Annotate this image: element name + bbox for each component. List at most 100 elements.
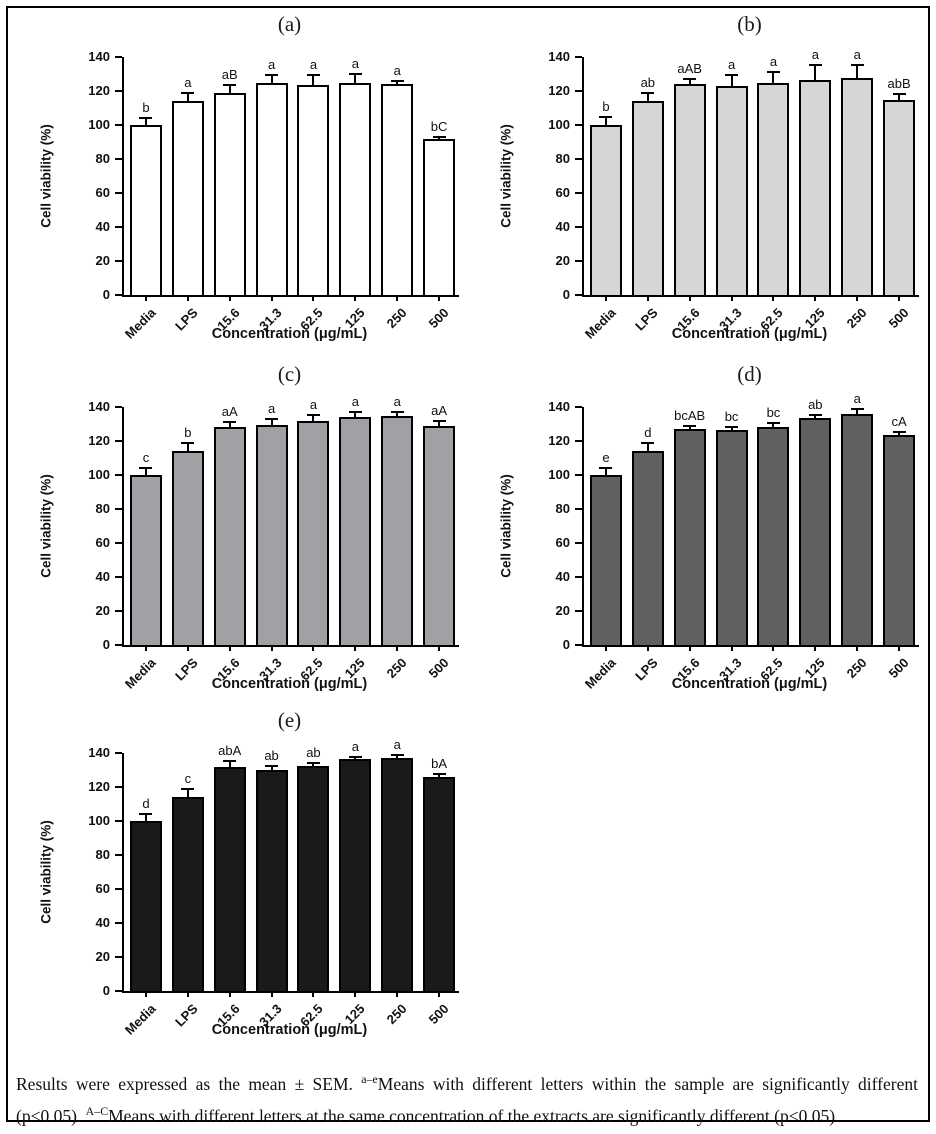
y-tick-label: 140	[88, 399, 110, 414]
x-tick-mark	[228, 991, 231, 997]
x-tick-mark	[646, 645, 649, 651]
x-tick-mark	[856, 645, 859, 651]
x-axis-label: Concentration (μg/mL)	[671, 676, 828, 692]
significance-letter: b	[184, 424, 192, 440]
error-bar-stem	[438, 422, 441, 427]
y-tick-label: 120	[88, 779, 110, 794]
x-tick-mark	[228, 295, 231, 301]
error-bar-stem	[312, 75, 315, 87]
y-tick-label: 40	[95, 219, 110, 234]
x-tick-mark	[772, 645, 775, 651]
error-bar-cap	[139, 813, 153, 816]
bar	[757, 83, 790, 295]
significance-letter: a	[351, 739, 359, 755]
y-tick-label: 120	[548, 83, 570, 98]
significance-letter: aAB	[677, 60, 702, 76]
significance-letter: aA	[431, 403, 448, 419]
significance-letter: abA	[218, 743, 242, 759]
y-tick-mark	[575, 644, 582, 646]
y-tick-label: 80	[555, 151, 570, 166]
y-tick-mark	[115, 752, 122, 754]
error-bar-cap	[181, 441, 195, 444]
x-tick-mark	[438, 645, 441, 651]
error-bar-cap	[850, 63, 864, 66]
bar	[423, 425, 456, 645]
y-tick-mark	[115, 786, 122, 788]
error-bar-stem	[772, 424, 775, 428]
error-bar-stem	[396, 412, 399, 417]
y-tick-label: 40	[95, 569, 110, 584]
x-tick-mark	[730, 295, 733, 301]
y-tick-mark	[575, 158, 582, 160]
x-tick-mark	[396, 645, 399, 651]
y-tick-mark	[575, 474, 582, 476]
error-bar-cap	[139, 117, 153, 120]
y-tick-mark	[115, 474, 122, 476]
error-bar-stem	[312, 416, 315, 422]
y-tick-label: 80	[555, 501, 570, 516]
y-tick-label: 100	[548, 117, 570, 132]
error-bar-stem	[688, 79, 691, 86]
caption-text: Means with different letters within the …	[16, 1073, 918, 1126]
x-axis-label: Concentration (μg/mL)	[211, 676, 368, 692]
error-bar-cap	[390, 79, 404, 82]
plot-area-b: 0 20 40 60 80 100 120 140 b Media ab LPS aAB 15.6 a 31.…	[548, 47, 919, 342]
y-tick-label: 20	[555, 603, 570, 618]
x-tick-mark	[438, 295, 441, 301]
bar	[213, 92, 246, 295]
y-tick-label: 0	[562, 637, 570, 652]
x-tick-mark	[688, 295, 691, 301]
y-tick-label: 140	[548, 49, 570, 64]
significance-letter: ab	[306, 745, 321, 761]
bar	[673, 84, 706, 295]
significance-letter: b	[602, 99, 610, 115]
y-tick-mark	[575, 294, 582, 296]
error-bar-cap	[892, 93, 906, 96]
caption-text: Means with different letters at the same…	[108, 1105, 840, 1126]
y-axis-label: Cell viability (%)	[38, 124, 54, 228]
error-bar-stem	[186, 443, 189, 453]
y-tick-label: 100	[88, 117, 110, 132]
error-bar-stem	[354, 74, 357, 84]
y-tick-mark	[115, 888, 122, 890]
significance-letter: a	[184, 74, 192, 90]
bar	[715, 85, 748, 295]
y-tick-label: 0	[102, 983, 110, 998]
error-bar-stem	[228, 762, 231, 768]
panel-title-d: (d)	[737, 362, 762, 386]
y-axis-label: Cell viability (%)	[38, 474, 54, 578]
y-tick-label: 40	[555, 569, 570, 584]
x-tick-mark	[186, 991, 189, 997]
significance-letter: a	[393, 737, 401, 753]
y-tick-label: 80	[95, 501, 110, 516]
significance-letter: a	[811, 47, 819, 63]
bar	[297, 765, 330, 991]
significance-letter: bA	[431, 756, 448, 772]
error-bar-cap	[348, 410, 362, 413]
x-tick-mark	[438, 991, 441, 997]
x-tick-mark	[312, 991, 315, 997]
plot-area-e: 0 20 40 60 80 100 120 140 d Media c LPS abA 15.6 ab 31.…	[88, 738, 459, 1038]
significance-letter: bC	[430, 118, 448, 134]
y-tick-label: 80	[95, 847, 110, 862]
error-bar-cap	[306, 73, 320, 76]
y-tick-mark	[115, 610, 122, 612]
bar	[841, 413, 874, 645]
significance-letter: a	[267, 400, 276, 416]
error-bar-cap	[725, 73, 739, 76]
error-bar-stem	[270, 75, 273, 85]
y-tick-label: 20	[95, 253, 110, 268]
error-bar-stem	[186, 789, 189, 799]
error-bar-stem	[270, 767, 273, 771]
y-tick-mark	[115, 820, 122, 822]
error-bar-stem	[228, 85, 231, 94]
y-tick-mark	[115, 158, 122, 160]
x-tick-mark	[144, 991, 147, 997]
y-tick-mark	[575, 124, 582, 126]
significance-letter: a	[309, 397, 318, 413]
error-bar-stem	[354, 758, 357, 760]
error-bar-stem	[144, 119, 147, 126]
error-bar-stem	[354, 412, 357, 419]
panel-title-a: (a)	[277, 12, 302, 36]
caption-superscript-ac: A–C	[85, 1103, 109, 1118]
